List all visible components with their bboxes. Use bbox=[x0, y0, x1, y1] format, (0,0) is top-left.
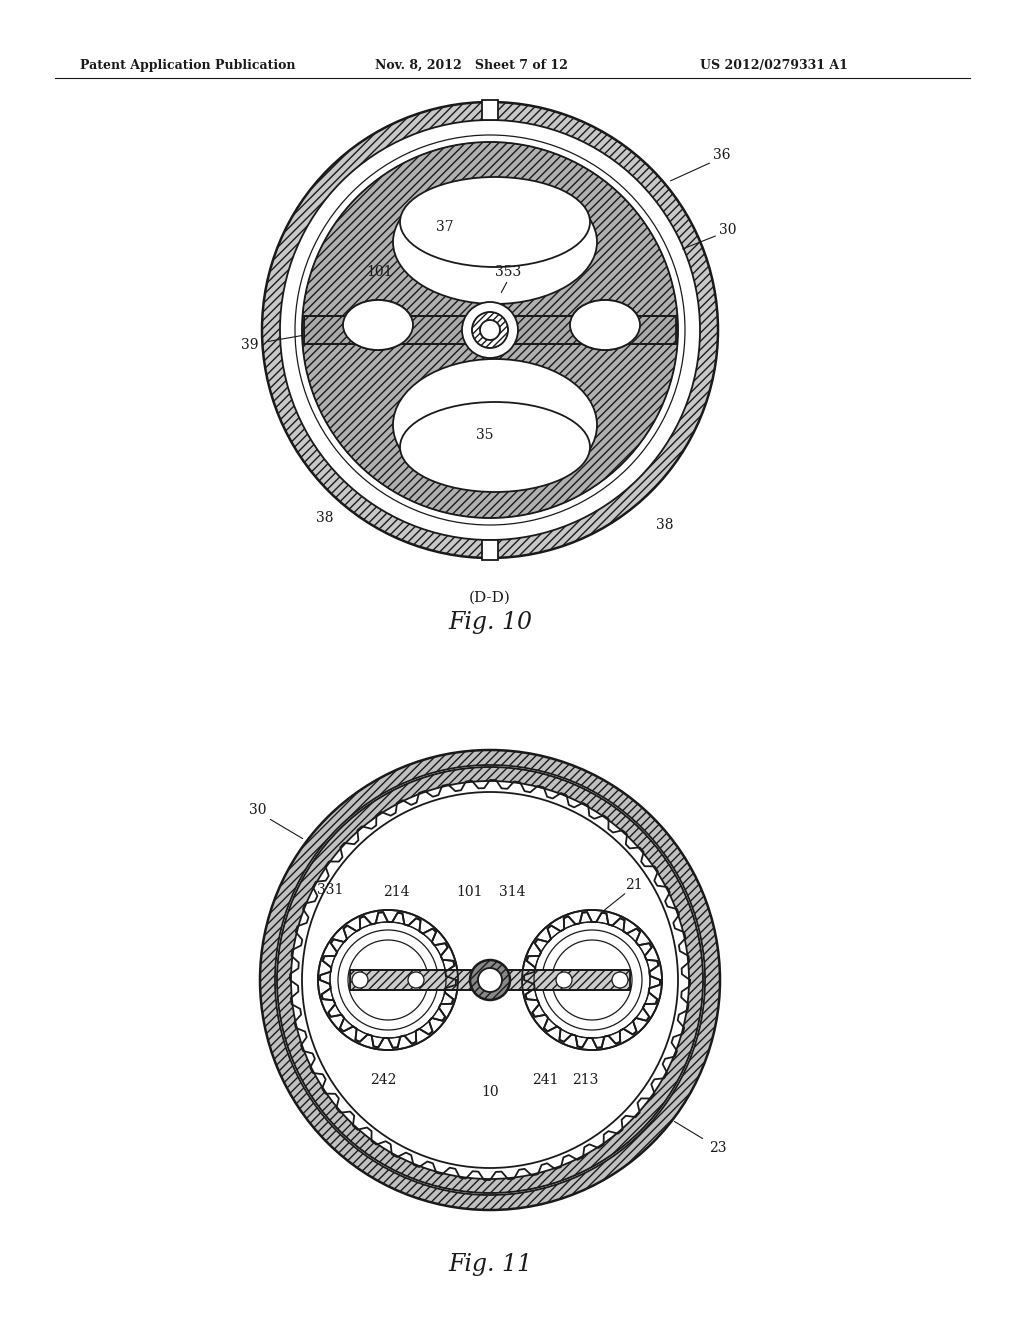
Ellipse shape bbox=[302, 143, 678, 517]
Text: 314: 314 bbox=[499, 884, 525, 899]
Ellipse shape bbox=[552, 940, 632, 1020]
Text: 35: 35 bbox=[476, 428, 494, 442]
Ellipse shape bbox=[280, 120, 700, 540]
Bar bbox=[304, 315, 676, 345]
Ellipse shape bbox=[260, 750, 720, 1210]
Ellipse shape bbox=[472, 312, 508, 348]
Text: 10: 10 bbox=[481, 1085, 499, 1100]
Ellipse shape bbox=[400, 177, 590, 267]
Text: 36: 36 bbox=[714, 148, 731, 162]
Bar bbox=[350, 970, 630, 990]
Text: 38: 38 bbox=[316, 511, 334, 525]
Ellipse shape bbox=[343, 300, 413, 350]
Ellipse shape bbox=[542, 931, 642, 1030]
Ellipse shape bbox=[302, 792, 678, 1168]
Ellipse shape bbox=[478, 968, 502, 993]
Ellipse shape bbox=[393, 359, 597, 491]
Ellipse shape bbox=[343, 300, 413, 350]
Bar bbox=[482, 100, 498, 120]
Text: Fig. 11: Fig. 11 bbox=[449, 1254, 532, 1276]
Ellipse shape bbox=[393, 180, 597, 304]
Bar bbox=[350, 970, 630, 990]
Text: 101: 101 bbox=[457, 884, 483, 899]
Ellipse shape bbox=[480, 319, 500, 341]
Ellipse shape bbox=[352, 972, 368, 987]
Ellipse shape bbox=[522, 909, 662, 1049]
Text: Patent Application Publication: Patent Application Publication bbox=[80, 58, 296, 71]
Ellipse shape bbox=[408, 972, 424, 987]
Ellipse shape bbox=[556, 972, 572, 987]
Text: 37: 37 bbox=[436, 220, 454, 234]
Ellipse shape bbox=[262, 102, 718, 558]
Text: 30: 30 bbox=[719, 223, 736, 238]
Text: 38: 38 bbox=[656, 517, 674, 532]
Text: Nov. 8, 2012   Sheet 7 of 12: Nov. 8, 2012 Sheet 7 of 12 bbox=[375, 58, 568, 71]
Text: 23: 23 bbox=[710, 1140, 727, 1155]
Text: 242: 242 bbox=[370, 1073, 396, 1086]
Ellipse shape bbox=[570, 300, 640, 350]
Bar bbox=[304, 315, 676, 345]
Text: 214: 214 bbox=[383, 884, 410, 899]
Text: (D-D): (D-D) bbox=[469, 591, 511, 605]
Text: 331: 331 bbox=[316, 883, 343, 898]
Text: 101: 101 bbox=[367, 265, 393, 279]
Ellipse shape bbox=[278, 767, 703, 1193]
Ellipse shape bbox=[470, 960, 510, 1001]
Ellipse shape bbox=[612, 972, 628, 987]
Ellipse shape bbox=[462, 302, 518, 358]
Ellipse shape bbox=[275, 766, 705, 1195]
Ellipse shape bbox=[338, 931, 438, 1030]
Text: 39: 39 bbox=[242, 338, 259, 352]
Ellipse shape bbox=[400, 403, 590, 492]
Bar bbox=[482, 540, 498, 560]
Ellipse shape bbox=[291, 781, 689, 1179]
Text: 353: 353 bbox=[495, 265, 521, 279]
Text: 213: 213 bbox=[571, 1073, 598, 1086]
Ellipse shape bbox=[570, 300, 640, 350]
Ellipse shape bbox=[318, 909, 458, 1049]
Text: Fig. 10: Fig. 10 bbox=[449, 611, 532, 635]
Text: 21: 21 bbox=[626, 878, 643, 892]
Text: US 2012/0279331 A1: US 2012/0279331 A1 bbox=[700, 58, 848, 71]
Text: 241: 241 bbox=[531, 1073, 558, 1086]
Ellipse shape bbox=[348, 940, 428, 1020]
Text: 30: 30 bbox=[249, 803, 266, 817]
